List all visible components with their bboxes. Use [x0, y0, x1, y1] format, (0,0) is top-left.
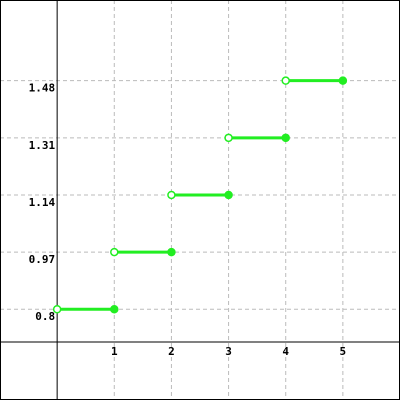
x-tick-label: 5: [340, 345, 347, 358]
x-tick-label: 2: [168, 345, 175, 358]
x-tick-label: 4: [282, 345, 289, 358]
open-endpoint: [224, 133, 233, 143]
step-series: [52, 76, 348, 314]
x-tick-labels: 1 2 3 4 5: [111, 345, 346, 358]
y-tick-label: 1.14: [29, 196, 56, 209]
open-endpoint: [167, 190, 176, 200]
y-tick-label: 0.8: [35, 310, 55, 323]
open-endpoint: [52, 304, 62, 314]
closed-endpoint: [167, 247, 176, 257]
x-tick-label: 1: [111, 345, 118, 358]
closed-endpoint: [281, 133, 290, 143]
y-tick-label: 0.97: [29, 253, 56, 266]
closed-endpoint: [110, 304, 119, 314]
open-endpoint: [281, 76, 290, 85]
open-endpoint: [110, 247, 119, 257]
y-tick-labels: 0.8 0.97 1.14 1.31 1.48: [29, 82, 56, 324]
y-tick-label: 1.31: [29, 139, 56, 152]
closed-endpoint: [338, 76, 348, 85]
closed-endpoint: [224, 190, 233, 200]
x-tick-label: 3: [225, 345, 232, 358]
y-tick-label: 1.48: [29, 82, 56, 95]
